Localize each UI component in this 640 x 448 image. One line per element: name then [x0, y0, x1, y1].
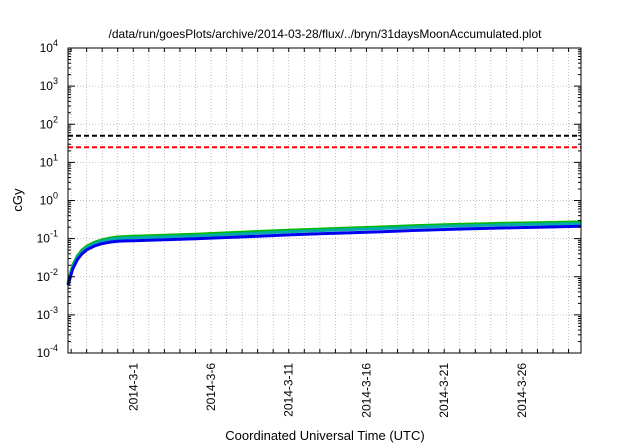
y-tick-label: 103 [40, 76, 58, 93]
series-line [66, 222, 582, 285]
threshold-lines [68, 134, 581, 149]
y-tick-labels: 10-4 10-3 10-2 10-1 100 101 102 103 104 [37, 38, 58, 360]
x-tick-label: 2014-3-1 [126, 363, 140, 411]
series-lines [66, 220, 582, 286]
x-axis-title: Coordinated Universal Time (UTC) [225, 428, 424, 443]
y-axis-title: cGy [10, 188, 25, 212]
y-tick-label: 102 [40, 114, 58, 131]
y-tick-label: 104 [40, 38, 58, 55]
x-tick-label: 2014-3-11 [282, 363, 296, 417]
grid-lines [68, 48, 581, 353]
plot-frame [67, 47, 582, 354]
y-tick-label: 10-2 [37, 267, 58, 284]
axis-ticks [68, 47, 581, 354]
y-tick-label: 10-1 [37, 229, 58, 246]
y-tick-label: 10-4 [37, 343, 58, 360]
x-tick-label: 2014-3-26 [515, 363, 529, 418]
y-tick-label: 10-3 [37, 305, 58, 322]
x-tick-label: 2014-3-21 [437, 363, 451, 418]
chart-title: /data/run/goesPlots/archive/2014-03-28/f… [109, 27, 543, 41]
x-tick-label: 2014-3-16 [359, 363, 373, 418]
y-tick-label: 100 [40, 191, 58, 208]
x-tick-label: 2014-3-6 [204, 363, 218, 411]
series-line [66, 224, 582, 286]
x-tick-labels: 2014-3-1 2014-3-6 2014-3-11 2014-3-16 2014-3… [126, 363, 529, 418]
y-tick-label: 101 [40, 152, 58, 169]
